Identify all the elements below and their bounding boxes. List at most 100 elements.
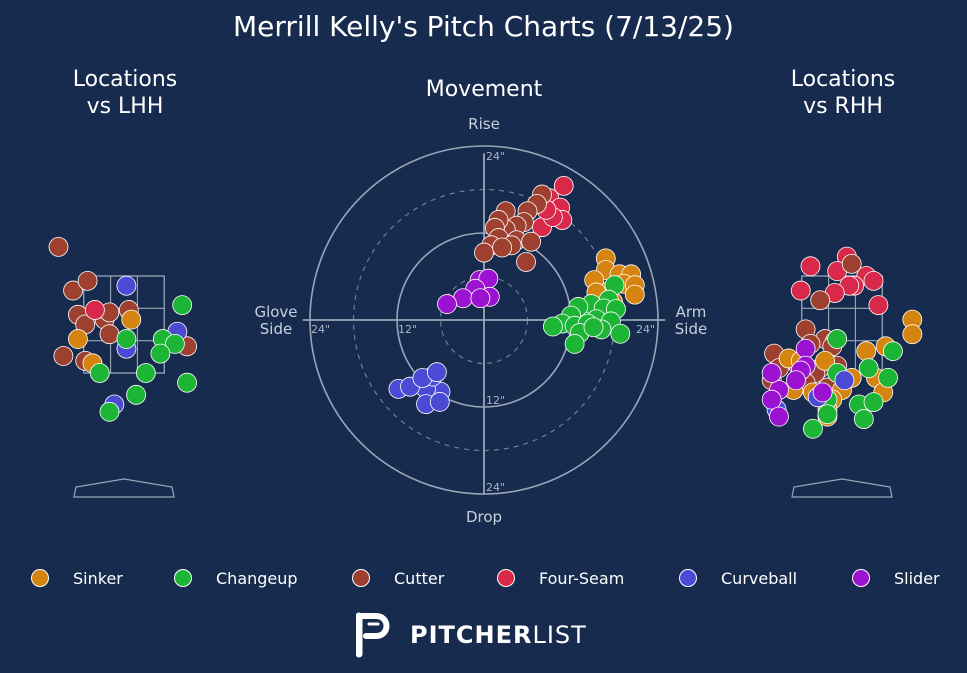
rhh-point-sinker [856,341,877,362]
arm-side-label-2: Side [675,320,707,338]
legend-swatch-sinker [31,569,49,587]
movement-point-changeup [610,323,631,344]
movement-point-slider [470,288,491,309]
lhh-point-cutter [77,270,98,291]
rhh-point-changeup [827,329,848,349]
logo-word-bold: PITCHER [410,621,533,649]
lhh-point-changeup [172,295,193,316]
rhh-home-plate [791,478,893,498]
movement-point-sinker [624,284,645,305]
rhh-point-slider [812,382,833,403]
lhh-point-changeup [165,333,185,354]
legend-item-four-seam: Four-Seam [497,563,624,593]
rhh-point-sinker [902,324,923,345]
drop-label: Drop [466,508,502,526]
ring-label-left-12: 12" [398,323,417,336]
rhh-panel-title: Locations vs RHH [743,66,943,120]
movement-point-four-seam [553,175,574,196]
rise-label: Rise [468,115,500,133]
rhh-point-changeup [878,367,898,388]
lhh-point-sinker [121,309,142,330]
lhh-points [48,236,197,422]
ring-label-up-24: 24" [486,150,505,163]
legend-swatch-changeup [174,569,192,587]
movement-point-changeup [542,316,563,337]
movement-points [388,175,645,415]
rhh-point-four-seam [790,280,811,301]
rhh-point-cutter [810,290,831,311]
ring-label-right-24: 24" [636,323,655,336]
legend-label-cutter: Cutter [394,568,445,588]
rhh-title-line-2: vs RHH [803,94,883,119]
rhh-point-changeup [858,358,879,379]
movement-point-changeup [583,317,604,338]
movement-labels: 24" 12" 24" 12" 24" 24" Rise Drop Glove … [254,115,707,526]
lhh-point-curveball [116,275,137,296]
chart-title: Merrill Kelly's Pitch Charts (7/13/25) [233,10,734,43]
lhh-point-four-seam [85,300,105,320]
lhh-point-changeup [150,343,171,364]
logo-word-light: LIST [532,621,587,649]
ring-label-down-12: 12" [486,394,505,407]
rhh-point-slider [761,389,782,410]
movement-point-changeup [564,334,585,354]
ring-label-down-24: 24" [486,481,505,494]
pitcherlist-wordmark: PITCHERLIST [410,621,587,649]
rhh-point-slider [795,338,816,359]
rhh-point-changeup [863,392,884,413]
rhh-title-line-1: Locations [790,67,896,92]
rhh-point-changeup [803,418,823,439]
movement-point-cutter [521,231,542,252]
rhh-point-changeup [883,341,903,362]
movement-point-curveball [426,362,447,383]
lhh-title-line-2: vs LHH [86,94,164,119]
glove-side-label-1: Glove [254,303,297,321]
lhh-title-line-1: Locations [72,67,178,92]
legend-label-curveball: Curveball [721,568,798,588]
legend-item-sinker: Sinker [31,563,123,593]
lhh-home-plate [73,478,175,498]
legend-label-four-seam: Four-Seam [539,568,625,588]
arm-side-label-1: Arm [676,303,707,321]
pitcherlist-p-icon [356,612,390,658]
legend-item-cutter: Cutter [352,563,444,593]
movement-panel-title: Movement [384,76,584,103]
legend-swatch-curveball [679,569,697,587]
lhh-point-cutter [53,346,74,366]
pitcherlist-logo: PITCHERLIST [356,612,587,658]
lhh-point-sinker [68,329,88,349]
legend-item-curveball: Curveball [679,563,797,593]
rhh-point-slider [761,363,782,383]
rhh-points [761,246,923,439]
rhh-point-four-seam [868,295,889,316]
rhh-point-cutter [841,253,862,274]
rhh-point-four-seam [800,256,821,277]
lhh-point-changeup [89,363,110,383]
rhh-point-sinker [815,350,835,371]
legend-item-slider: Slider [852,563,940,593]
ring-label-left-24: 24" [311,323,330,336]
movement-grid [302,145,666,495]
movement-point-cutter [516,252,536,272]
lhh-panel-title: Locations vs LHH [25,66,225,120]
rhh-point-slider [769,406,789,427]
glove-side-label-2: Side [260,320,292,338]
legend-label-changeup: Changeup [216,568,298,588]
movement-point-cutter [474,242,494,263]
lhh-point-changeup [135,363,156,383]
rhh-point-slider [786,370,806,391]
movement-point-curveball [429,392,450,412]
legend-item-changeup: Changeup [174,563,298,593]
rhh-point-changeup [853,409,874,429]
lhh-plate-shape [73,478,175,498]
lhh-point-cutter [99,324,120,345]
rhh-point-curveball [834,370,855,391]
lhh-point-changeup [99,401,120,422]
pitch-charts-svg: 24" 12" 24" 12" 24" 24" Rise Drop Glove … [48,115,923,526]
movement-point-cutter [492,237,513,258]
legend: Sinker Changeup Cutter Four-Seam Curveba… [0,563,967,593]
movement-title-line: Movement [425,77,543,102]
legend-label-sinker: Sinker [73,568,123,588]
lhh-point-changeup [126,384,147,405]
lhh-point-cutter [48,236,69,257]
